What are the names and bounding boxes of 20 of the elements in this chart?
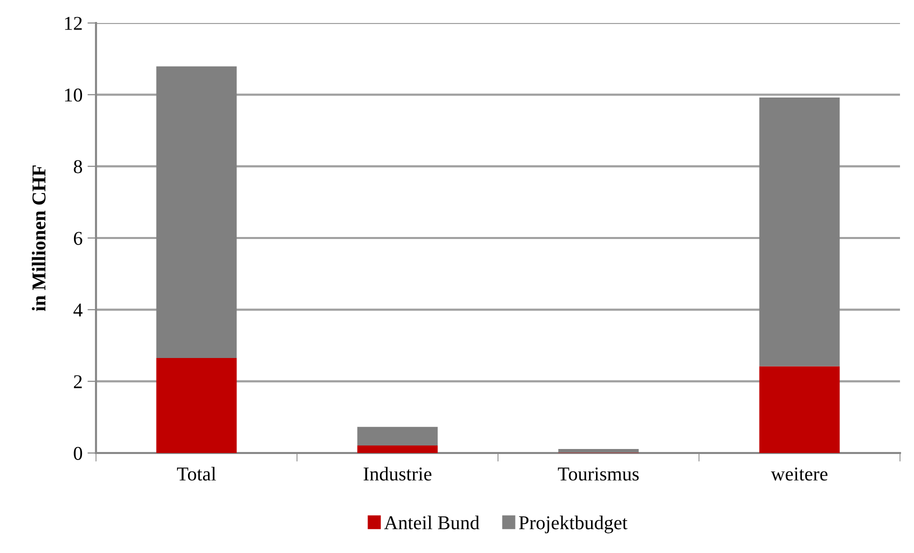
bar [357,445,438,453]
legend-label: Projektbudget [519,516,628,534]
x-tick-label: Industrie [364,466,432,481]
bar [156,358,237,453]
bar [759,98,840,366]
y-tick-label: 6 [74,232,82,245]
y-axis-title: in Millionen CHF [32,165,46,312]
y-tick-label: 10 [65,88,82,102]
bar [759,366,840,453]
y-tick-label: 0 [74,446,82,460]
bar [357,426,438,446]
x-tick-label: weitere [770,468,828,481]
x-tick-label: Tourismus [558,468,639,481]
y-tick-label: 2 [74,375,82,388]
x-tick-label: Total [177,466,216,481]
bar [156,66,237,358]
y-tick-label: 4 [73,304,82,316]
y-tick-label: 12 [65,16,82,30]
y-tick-label: 8 [74,160,82,174]
legend-label: Anteil Bund [384,516,480,530]
